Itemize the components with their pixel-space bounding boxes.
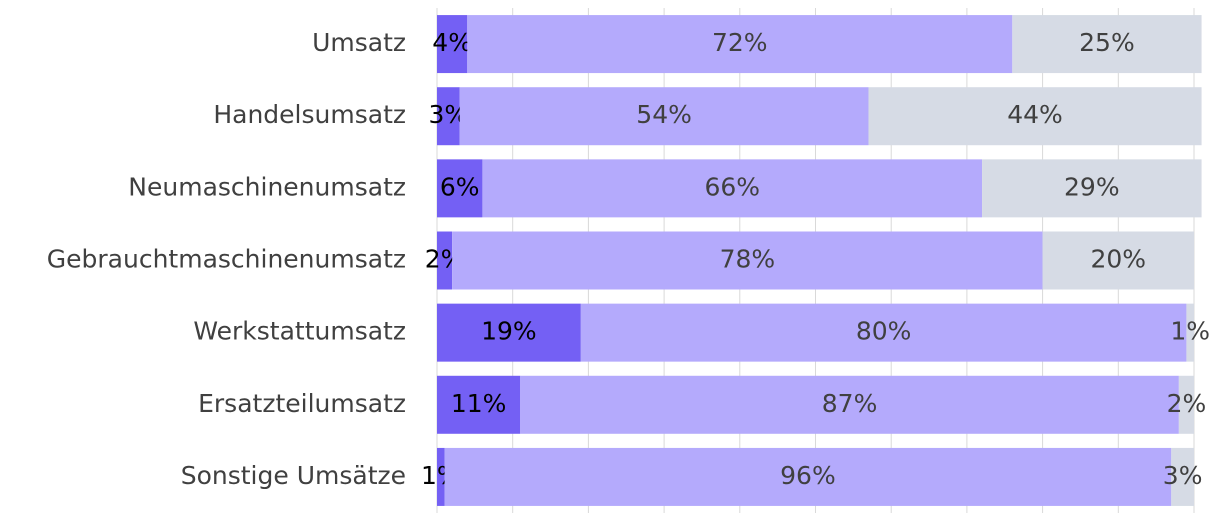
data-label: 2% <box>1167 389 1207 418</box>
bar-segment <box>580 303 1187 362</box>
data-label: 96% <box>780 461 836 490</box>
y-tick-label: Handelsumsatz <box>213 100 406 129</box>
bar-segment <box>982 159 1202 218</box>
bar-segment <box>1012 15 1202 74</box>
data-label: 87% <box>822 389 878 418</box>
bar-segment <box>1186 303 1194 362</box>
bar-segment <box>1178 375 1194 434</box>
data-label: 3% <box>1163 461 1203 490</box>
bar-segment <box>452 231 1043 290</box>
bar-segment <box>482 159 983 218</box>
y-tick-label: Umsatz <box>312 28 406 57</box>
bar-segment <box>459 87 869 146</box>
bar-segment <box>868 87 1202 146</box>
y-tick-label: Werkstattumsatz <box>193 317 406 346</box>
bar-segment <box>444 447 1172 506</box>
data-label: 78% <box>720 245 776 274</box>
bar-segment <box>467 15 1013 74</box>
data-label: 4% <box>432 28 472 57</box>
data-label: 66% <box>704 172 760 201</box>
data-label: 29% <box>1064 172 1120 201</box>
data-label: 25% <box>1079 28 1135 57</box>
data-label: 1% <box>1170 317 1210 346</box>
bar-segment <box>437 375 521 434</box>
y-tick-label: Gebrauchtmaschinenumsatz <box>47 245 406 274</box>
bar-segment <box>1171 447 1194 506</box>
bar-segment <box>437 303 581 362</box>
bar-segment <box>437 15 468 74</box>
data-label: 72% <box>712 28 768 57</box>
bar-segment <box>437 159 483 218</box>
data-label: 20% <box>1091 245 1147 274</box>
data-label: 54% <box>636 100 692 129</box>
bar-segment <box>437 231 453 290</box>
bar-segment <box>1042 231 1194 290</box>
data-label: 80% <box>856 317 912 346</box>
y-tick-label: Ersatzteilumsatz <box>198 389 406 418</box>
data-label: 19% <box>481 317 537 346</box>
data-label: 11% <box>451 389 507 418</box>
bar-segment <box>520 375 1179 434</box>
data-label: 44% <box>1007 100 1063 129</box>
data-label: 6% <box>440 172 480 201</box>
bar-segment <box>437 87 460 146</box>
y-tick-label: Neumaschinenumsatz <box>128 172 406 201</box>
y-tick-label: Sonstige Umsätze <box>181 461 406 490</box>
bar-segment <box>437 447 445 506</box>
